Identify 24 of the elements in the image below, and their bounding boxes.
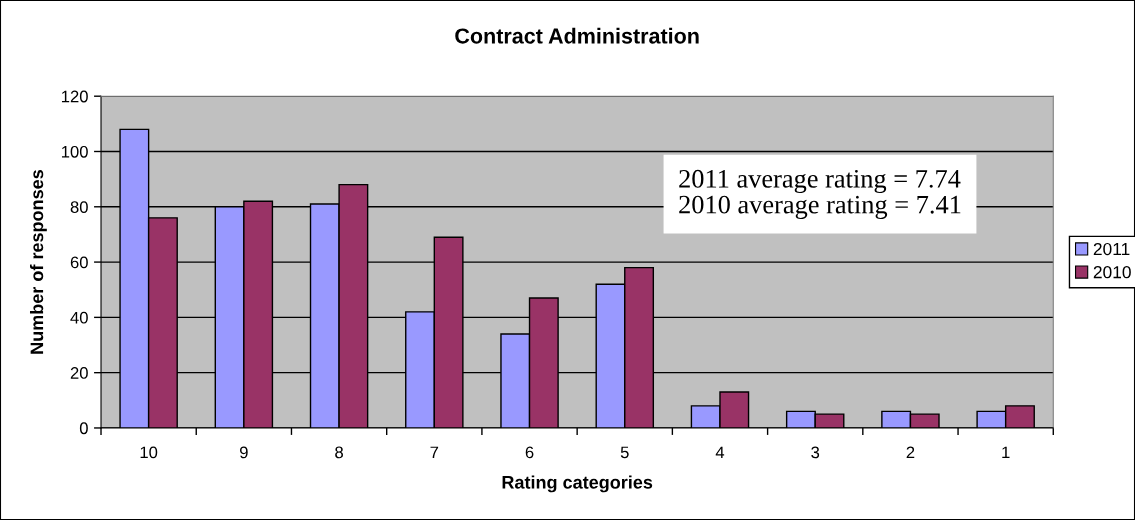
x-tick-label: 10 bbox=[140, 446, 158, 459]
x-tick-label: 4 bbox=[715, 446, 725, 459]
y-tick-label: 100 bbox=[61, 145, 88, 158]
y-axis-title: Number of responses bbox=[29, 170, 47, 354]
x-tick-label: 3 bbox=[811, 446, 820, 459]
x-tick-label: 1 bbox=[1002, 446, 1010, 459]
legend-label: 2011 bbox=[1093, 242, 1130, 256]
legend-label: 2010 bbox=[1093, 266, 1131, 279]
y-tick-label: 60 bbox=[70, 256, 88, 269]
y-tick-label: 120 bbox=[61, 90, 88, 103]
y-tick-label: 0 bbox=[79, 422, 88, 435]
x-tick-label: 8 bbox=[335, 446, 343, 459]
y-tick-label: 20 bbox=[70, 367, 88, 379]
x-tick-label: 2 bbox=[906, 446, 915, 459]
x-axis-title: Rating categories bbox=[502, 475, 653, 493]
x-tick-label: 5 bbox=[620, 446, 629, 459]
annotation: 2011 average rating = 7.74 bbox=[679, 169, 961, 194]
y-tick-label: 80 bbox=[70, 201, 88, 213]
y-tick-label: 40 bbox=[70, 311, 88, 324]
annotation: 2010 average rating = 7.41 bbox=[679, 195, 961, 219]
x-tick-label: 9 bbox=[240, 446, 248, 459]
x-tick-label: 6 bbox=[525, 446, 534, 459]
x-tick-label: 7 bbox=[430, 446, 439, 459]
chart-title: Contract Administration bbox=[455, 27, 699, 44]
